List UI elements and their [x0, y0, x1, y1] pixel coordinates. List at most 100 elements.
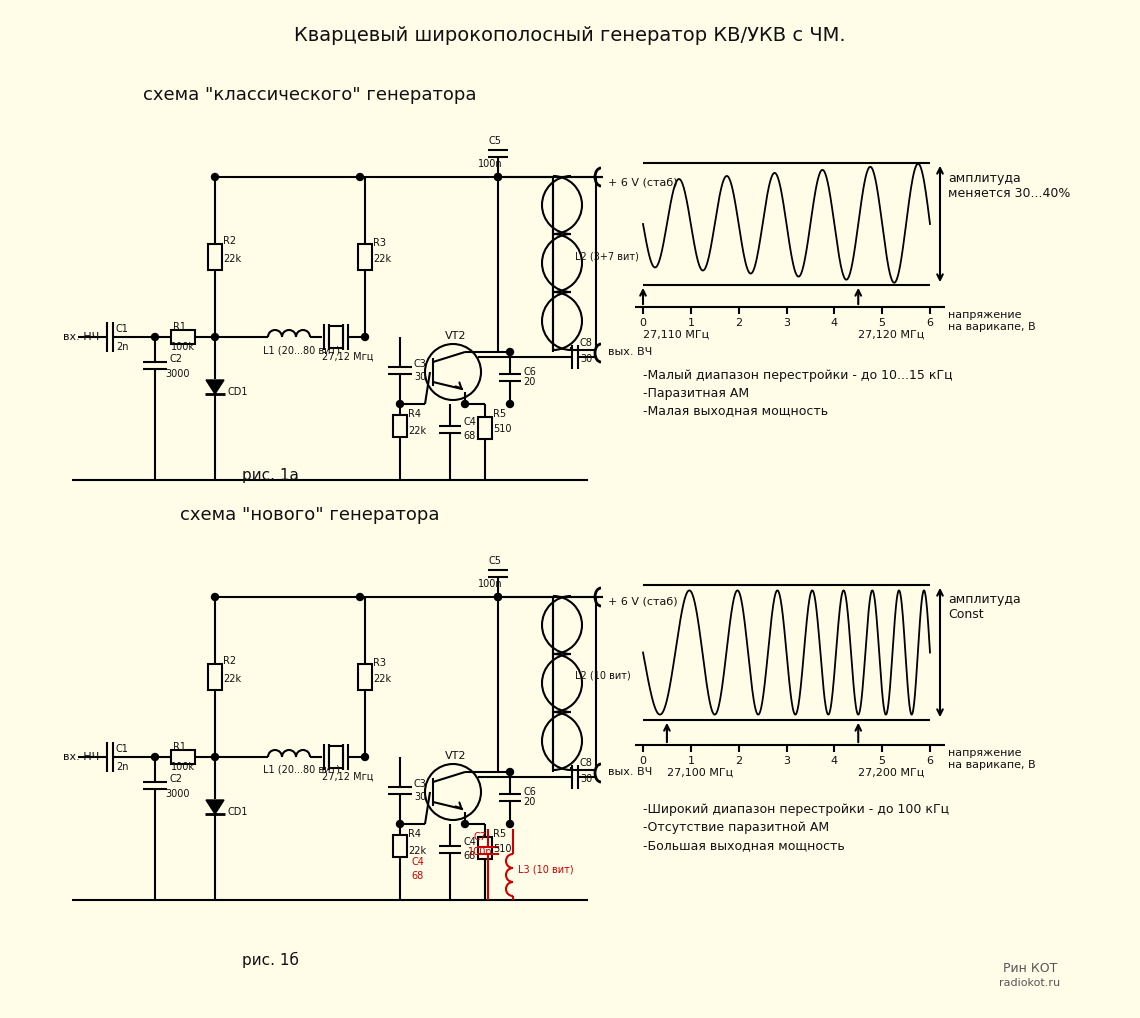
Text: 510: 510: [492, 844, 512, 854]
Text: 3: 3: [783, 318, 790, 328]
Text: 68: 68: [412, 871, 423, 881]
Bar: [207, 664, 222, 690]
Text: R3: R3: [373, 658, 386, 668]
Text: R4: R4: [408, 409, 421, 419]
Text: 5: 5: [879, 318, 886, 328]
Text: 3: 3: [783, 756, 790, 766]
Text: 30: 30: [580, 774, 593, 784]
Text: 0: 0: [640, 756, 646, 766]
Text: 2n: 2n: [116, 342, 129, 352]
Text: C1: C1: [116, 744, 129, 754]
Text: 4: 4: [831, 318, 838, 328]
Text: 2n: 2n: [116, 762, 129, 772]
Text: C4: C4: [463, 837, 475, 847]
Text: 100n: 100n: [467, 847, 492, 857]
Text: -Большая выходная мощность: -Большая выходная мощность: [643, 840, 845, 852]
Text: L2 (3+7 вит): L2 (3+7 вит): [575, 251, 638, 261]
Text: Рин КОТ: Рин КОТ: [1003, 961, 1057, 974]
Circle shape: [495, 173, 502, 180]
Text: вх. НЧ: вх. НЧ: [63, 332, 99, 342]
Circle shape: [152, 334, 158, 340]
Text: C2: C2: [169, 774, 182, 784]
Text: 2: 2: [735, 756, 742, 766]
Circle shape: [462, 400, 469, 407]
Text: 27,110 МГц: 27,110 МГц: [643, 330, 709, 340]
Text: рис. 1б: рис. 1б: [242, 952, 299, 968]
Text: рис. 1а: рис. 1а: [242, 467, 299, 483]
Text: 6: 6: [927, 318, 934, 328]
Bar: [393, 415, 407, 437]
Text: 5: 5: [879, 756, 886, 766]
Bar: [393, 835, 407, 857]
Text: 0: 0: [640, 318, 646, 328]
Text: R1: R1: [173, 322, 186, 332]
Text: C4: C4: [463, 417, 475, 427]
Text: 22k: 22k: [373, 674, 391, 684]
Circle shape: [397, 821, 404, 828]
Bar: [358, 664, 372, 690]
Text: 2: 2: [735, 318, 742, 328]
Circle shape: [212, 173, 219, 180]
Text: 100n: 100n: [478, 159, 503, 169]
Text: амплитуда: амплитуда: [948, 593, 1020, 607]
Text: 4: 4: [831, 756, 838, 766]
Text: 22k: 22k: [408, 846, 426, 856]
Text: + 6 V (стаб): + 6 V (стаб): [608, 177, 677, 187]
Text: R1: R1: [173, 742, 186, 752]
Text: 1: 1: [687, 318, 694, 328]
Text: L3 (10 вит): L3 (10 вит): [518, 864, 573, 874]
Text: CD1: CD1: [227, 387, 247, 397]
Text: 3000: 3000: [165, 789, 189, 799]
Text: C2: C2: [169, 354, 182, 364]
Text: 20: 20: [523, 377, 536, 387]
Text: radiokot.ru: radiokot.ru: [1000, 978, 1060, 988]
Text: на варикапе, В: на варикапе, В: [948, 322, 1035, 332]
Text: R5: R5: [492, 409, 506, 419]
Polygon shape: [206, 380, 223, 394]
Text: 100k: 100k: [171, 342, 195, 352]
Circle shape: [212, 753, 219, 760]
Text: R2: R2: [223, 656, 236, 666]
Text: 27,200 МГц: 27,200 МГц: [858, 768, 925, 778]
Circle shape: [357, 173, 364, 180]
Text: вых. ВЧ: вых. ВЧ: [608, 347, 652, 357]
Text: L1 (20...80 вит): L1 (20...80 вит): [263, 765, 340, 775]
Text: VT2: VT2: [445, 331, 466, 341]
Text: 68: 68: [463, 431, 475, 441]
Text: напряжение: напряжение: [948, 310, 1021, 320]
Bar: [171, 330, 195, 344]
Text: C1: C1: [116, 324, 129, 334]
Text: вых. ВЧ: вых. ВЧ: [608, 767, 652, 777]
Text: Const: Const: [948, 609, 984, 622]
Circle shape: [357, 593, 364, 601]
Text: 6: 6: [927, 756, 934, 766]
Text: 27,12 Мгц: 27,12 Мгц: [321, 352, 374, 362]
Circle shape: [397, 400, 404, 407]
Text: 30: 30: [414, 372, 426, 382]
Text: C3: C3: [414, 359, 426, 369]
Text: меняется 30...40%: меняется 30...40%: [948, 186, 1070, 200]
Bar: [171, 750, 195, 764]
Text: 100k: 100k: [171, 762, 195, 772]
Text: 20: 20: [523, 797, 536, 807]
Text: 22k: 22k: [223, 674, 242, 684]
Text: напряжение: напряжение: [948, 748, 1021, 758]
Text: Кварцевый широкополосный генератор КВ/УКВ с ЧМ.: Кварцевый широкополосный генератор КВ/УК…: [294, 25, 846, 45]
Text: -Малая выходная мощность: -Малая выходная мощность: [643, 404, 828, 417]
Text: 22k: 22k: [408, 426, 426, 436]
Circle shape: [495, 173, 502, 180]
Circle shape: [361, 753, 368, 760]
Bar: [478, 837, 492, 859]
Text: -Широкий диапазон перестройки - до 100 кГц: -Широкий диапазон перестройки - до 100 к…: [643, 803, 950, 816]
Polygon shape: [206, 800, 223, 814]
Text: вх. НЧ: вх. НЧ: [63, 752, 99, 762]
Text: R3: R3: [373, 238, 386, 248]
Text: L2 (10 вит): L2 (10 вит): [575, 671, 630, 681]
Text: 27,100 МГц: 27,100 МГц: [667, 768, 733, 778]
Text: R4: R4: [408, 829, 421, 839]
Text: амплитуда: амплитуда: [948, 171, 1020, 184]
Text: схема "классического" генератора: схема "классического" генератора: [144, 86, 477, 104]
Text: + 6 V (стаб): + 6 V (стаб): [608, 597, 677, 607]
Text: C3: C3: [414, 779, 426, 789]
Bar: [478, 417, 492, 439]
